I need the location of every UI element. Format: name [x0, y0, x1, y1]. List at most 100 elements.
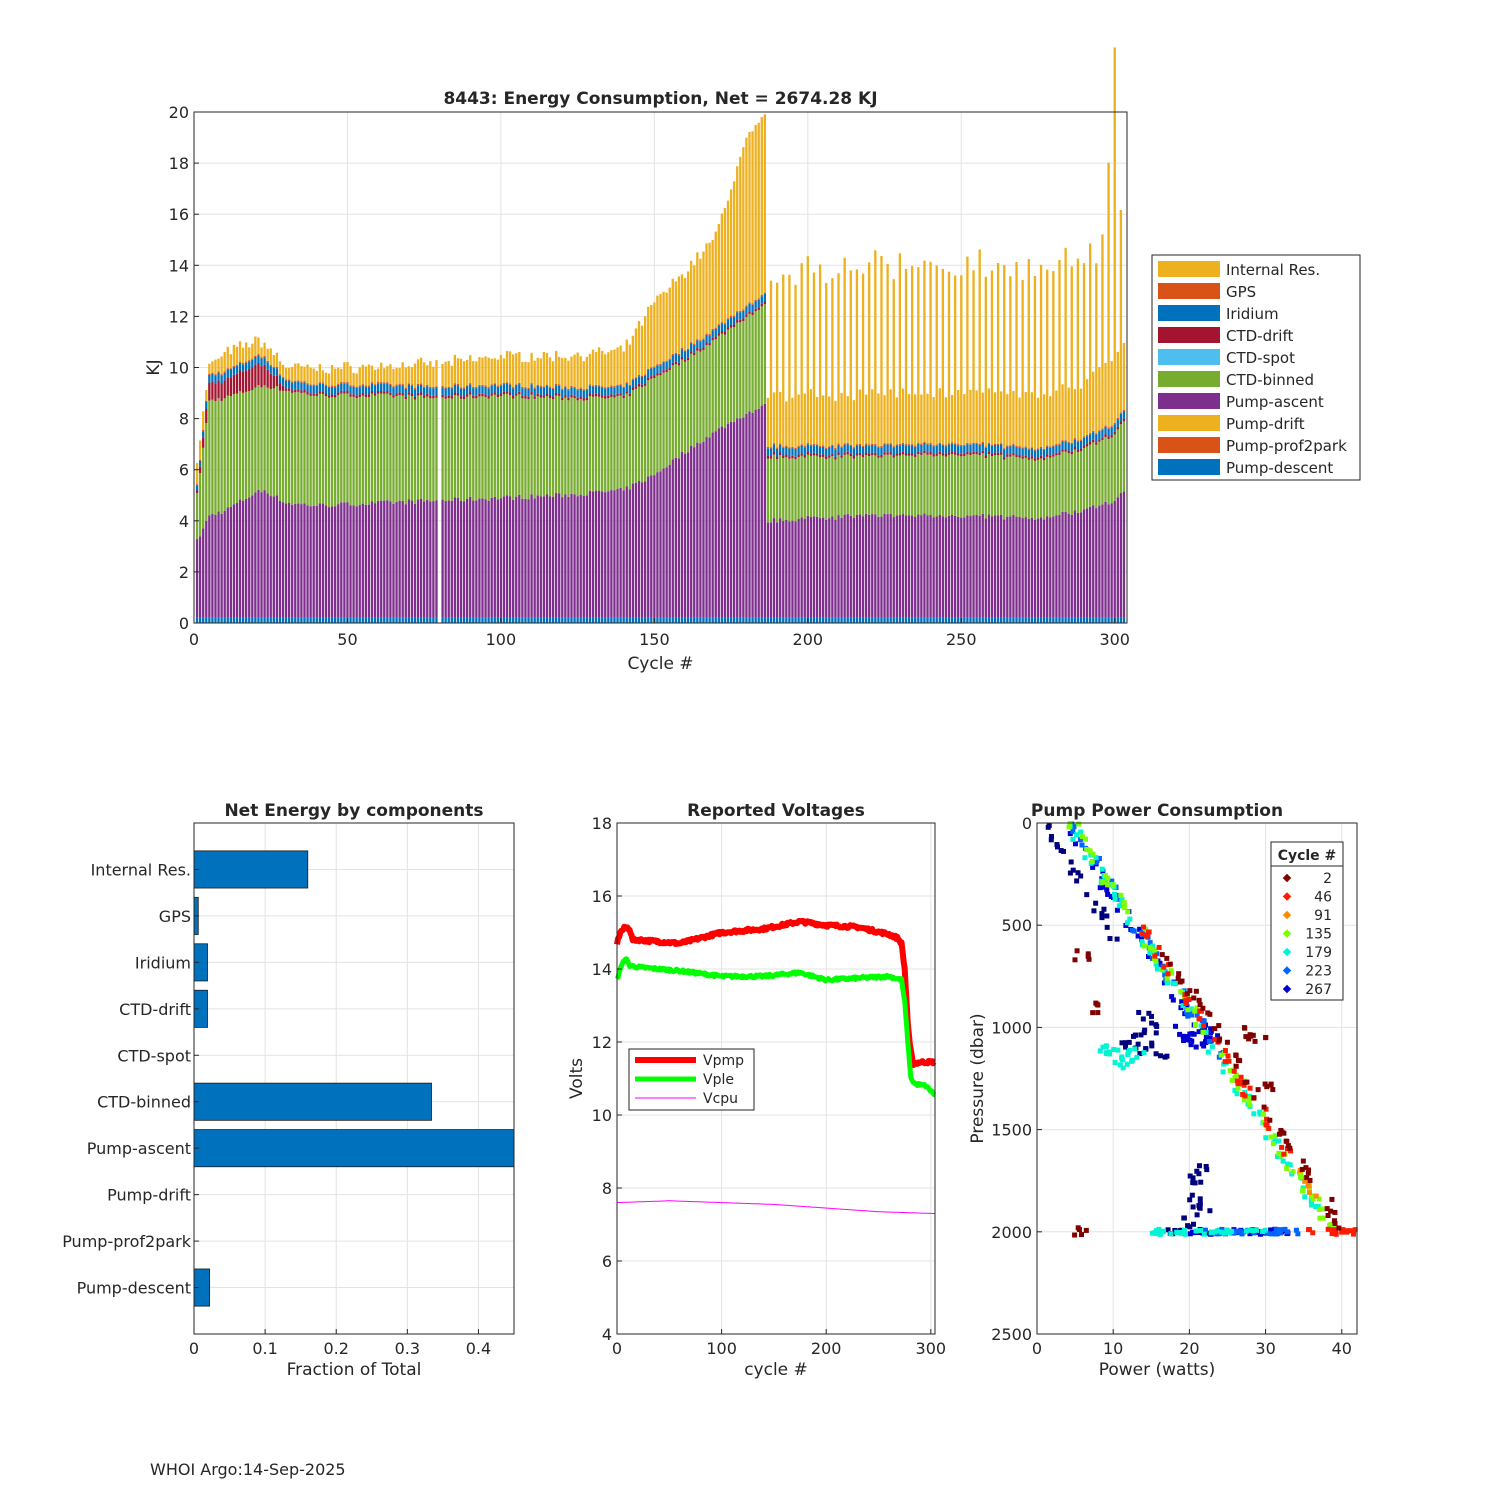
energy-bar-segment [604, 388, 607, 397]
energy-bar-segment [604, 492, 607, 618]
energy-bar-segment [401, 384, 404, 386]
energy-bar-segment [195, 539, 199, 618]
pump-power-point [1329, 1196, 1335, 1202]
energy-bar-segment [380, 617, 383, 623]
energy-bar-segment [281, 378, 285, 386]
energy-bar-segment [260, 358, 263, 367]
energy-bar-segment [929, 444, 932, 452]
energy-bar-segment [558, 384, 561, 386]
energy-bar-segment [907, 394, 911, 445]
energy-bar-segment [1024, 392, 1027, 447]
energy-bar-segment [643, 481, 647, 618]
pump-power-point [1169, 970, 1175, 976]
energy-bar-segment [530, 617, 533, 623]
energy-bar-segment [806, 515, 809, 618]
energy-bar-segment [1122, 342, 1126, 410]
energy-bar-segment [223, 510, 226, 618]
energy-bar-segment [665, 369, 668, 373]
energy-bar-segment [456, 385, 460, 393]
energy-bar-segment [444, 388, 447, 397]
energy-bar-segment [542, 617, 546, 623]
energy-bar-segment [300, 382, 303, 391]
energy-bar-segment [297, 363, 300, 381]
energy-bar-segment [788, 617, 791, 623]
pump-power-point [1105, 875, 1111, 881]
legend-label: Pump-ascent [1226, 393, 1324, 411]
energy-bar-segment [693, 352, 696, 356]
energy-bar-segment [1085, 443, 1089, 447]
energy-bar-segment [358, 386, 361, 395]
energy-bar-segment [693, 617, 696, 623]
pump-power-point [1190, 1175, 1196, 1181]
energy-bar-segment [957, 389, 960, 445]
energy-bar-segment [904, 444, 908, 446]
energy-bar-segment [886, 263, 889, 444]
energy-bar-segment [462, 399, 466, 502]
pump-power-point [1281, 1130, 1287, 1136]
energy-bar-segment [352, 386, 355, 395]
pump-power-point [1190, 1204, 1196, 1210]
energy-bar-segment [846, 617, 849, 623]
energy-bar-segment [604, 387, 607, 389]
energy-bar-segment [1113, 500, 1116, 618]
pump-power-point [1333, 1227, 1339, 1233]
energy-bar-segment [465, 386, 469, 395]
energy-bar-segment [619, 395, 622, 488]
energy-bar-segment [257, 489, 260, 618]
energy-bar-segment [502, 382, 506, 385]
energy-bar-segment [570, 394, 573, 398]
energy-bar-segment [779, 518, 782, 618]
energy-bar-segment [631, 378, 635, 380]
energy-bar-segment [548, 496, 552, 618]
energy-bar-segment [825, 459, 828, 520]
energy-bar-segment [726, 318, 730, 320]
energy-bar-segment [300, 617, 303, 623]
component-bar [193, 1129, 515, 1168]
pump-power-point [1340, 1227, 1346, 1233]
energy-bar-segment [567, 400, 570, 497]
energy-bar-segment [1021, 617, 1024, 623]
energy-bar-segment [647, 476, 650, 618]
energy-bar-segment [782, 447, 785, 456]
energy-bar-segment [972, 442, 975, 445]
energy-bar-segment [972, 451, 975, 455]
energy-bar-segment [1092, 439, 1095, 443]
energy-bar-segment [785, 401, 788, 446]
energy-bar-segment [788, 447, 791, 449]
energy-bar-segment [527, 389, 530, 397]
pump-power-point [1157, 1053, 1163, 1059]
pump-power-point [1332, 1220, 1338, 1226]
energy-bar-segment [622, 388, 625, 396]
energy-bar-segment [604, 396, 607, 399]
energy-bar-segment [631, 387, 635, 391]
energy-bar-segment [287, 388, 291, 391]
energy-bar-segment [205, 423, 208, 521]
pump-power-point [1104, 887, 1110, 893]
energy-bar-segment [594, 384, 598, 387]
energy-bar-segment [904, 453, 908, 456]
energy-bar-segment [364, 396, 368, 505]
energy-bar-segment [318, 382, 321, 384]
legend-swatch [1158, 437, 1220, 453]
pump-power-point [1233, 1063, 1239, 1069]
energy-bar-segment [195, 490, 199, 494]
energy-bar-segment [622, 386, 625, 389]
energy-bar-segment [634, 617, 638, 623]
pump-power-point [1272, 1133, 1278, 1139]
pump-power-point [1278, 1230, 1284, 1236]
pump-power-point [1138, 1032, 1144, 1038]
energy-bar-segment [1049, 446, 1052, 448]
energy-bar-segment [380, 500, 383, 618]
energy-bar-segment [984, 617, 987, 623]
energy-bar-segment [539, 496, 542, 618]
energy-bar-segment [904, 515, 908, 618]
energy-bar-segment [723, 617, 727, 623]
energy-bar-segment [294, 380, 297, 383]
pump-power-point [1226, 1230, 1232, 1236]
energy-bar-segment [963, 394, 966, 445]
energy-bar-segment [815, 617, 819, 623]
energy-bar-segment [447, 617, 450, 623]
energy-bar-segment [604, 354, 607, 388]
energy-bar-segment [1039, 446, 1043, 449]
energy-bar-segment [837, 444, 840, 453]
